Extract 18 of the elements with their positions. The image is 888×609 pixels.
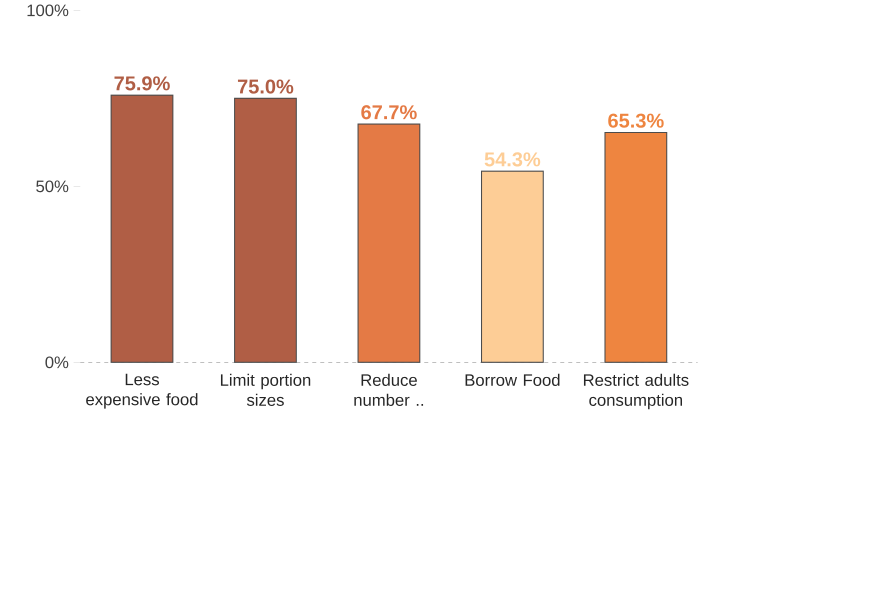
x-tick-label: Less expensive food [86,374,198,409]
x-tick-label: Borrow Food [466,374,560,386]
y-tick-label: 0% [45,356,68,368]
y-tick-label: 50% [36,180,68,192]
data-label: 67.7% [361,105,417,120]
y-tick-label: 100% [28,4,68,16]
x-tick-label: Reduce number .. [354,374,424,406]
data-label: 75.9% [114,76,170,91]
bar [358,124,420,363]
data-label: 75.0% [238,80,294,94]
bar [604,132,668,363]
x-tick-label: Limit portion sizes [220,374,310,406]
bar [110,94,174,363]
data-label: 54.3% [484,152,540,167]
bar [234,98,297,363]
bar [480,170,544,363]
data-label: 65.3% [608,114,664,128]
x-tick-label: Restrict adults consumption [584,374,688,410]
